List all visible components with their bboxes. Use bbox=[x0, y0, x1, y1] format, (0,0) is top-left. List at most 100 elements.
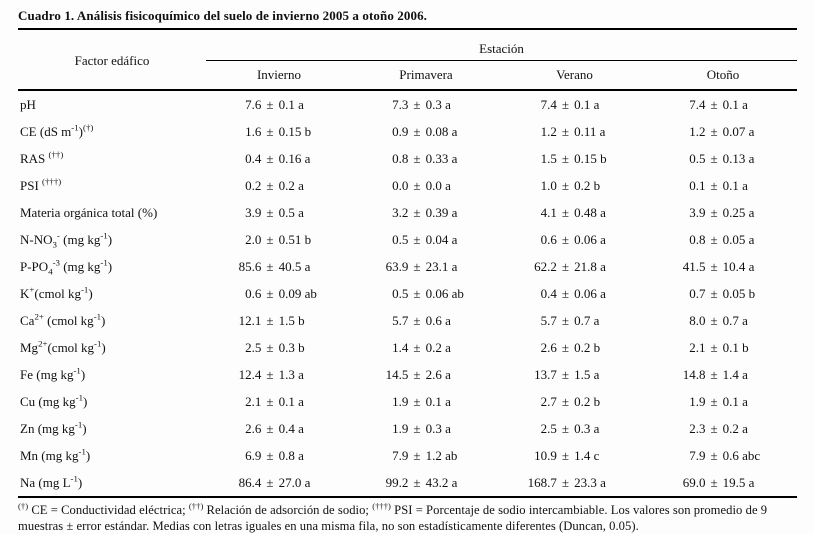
estacion-group-header: Estación bbox=[206, 32, 798, 61]
row-factor-label: PSI (†††) bbox=[20, 176, 62, 193]
value-cell: 3.2 ±0.39 a bbox=[392, 204, 458, 220]
value-cell: 0.5 ±0.04 a bbox=[392, 231, 458, 247]
value-cell: 7.9 ±1.2 ab bbox=[392, 447, 458, 463]
row-factor-label: N-NO3- (mg kg-1) bbox=[20, 230, 113, 250]
table-row: Mn (mg kg-1) 6.9 ±0.8 a 7.9 ±1.2 ab 10.9 ±1.4 … bbox=[18, 442, 797, 469]
value-cell: 6.9 ±0.8 a bbox=[245, 447, 304, 463]
row-factor-label: Fe (mg kg-1) bbox=[20, 365, 86, 382]
row-factor-label: Cu (mg kg-1) bbox=[20, 392, 88, 409]
table-row: Cu (mg kg-1) 2.1 ±0.1 a 1.9 ±0.1 a 2.7 ±0.2 b 1… bbox=[18, 388, 797, 415]
value-cell: 0.1 ±0.1 a bbox=[689, 177, 748, 193]
value-cell: 41.5 ±10.4 a bbox=[682, 258, 755, 274]
table-row: CE (dS m-1)(†) 1.6 ±0.15 b 0.9 ±0.08 a 1.2 ±0.… bbox=[18, 118, 797, 145]
value-cell: 2.6 ±0.2 b bbox=[540, 339, 601, 355]
table-row: P-PO4-3 (mg kg-1) 85.6 ±40.5 a 63.9 ±23.1 a 6… bbox=[18, 253, 797, 280]
value-cell: 0.6 ±0.09 ab bbox=[245, 285, 317, 301]
value-cell: 2.1 ±0.1 b bbox=[689, 339, 749, 355]
row-factor-label: Mn (mg kg-1) bbox=[20, 446, 91, 463]
table-row: RAS (††) 0.4 ±0.16 a 0.8 ±0.33 a 1.5 ±0.15 b 0.… bbox=[18, 145, 797, 172]
value-cell: 1.5 ±0.15 b bbox=[540, 150, 607, 166]
value-cell: 13.7 ±1.5 a bbox=[534, 366, 600, 382]
value-cell: 0.4 ±0.16 a bbox=[245, 150, 311, 166]
value-cell: 1.9 ±0.1 a bbox=[392, 393, 451, 409]
table-caption: Cuadro 1. Análisis fisicoquímico del sue… bbox=[18, 8, 797, 30]
value-cell: 0.8 ±0.05 a bbox=[689, 231, 755, 247]
value-cell: 2.5 ±0.3 b bbox=[245, 339, 305, 355]
value-cell: 4.1 ±0.48 a bbox=[540, 204, 606, 220]
season-header-row: Invierno Primavera Verano Otoño bbox=[18, 60, 798, 91]
column-header-verano: Verano bbox=[500, 60, 649, 91]
table-row: K+(cmol kg-1) 0.6 ±0.09 ab 0.5 ±0.06 ab 0.4 ±0… bbox=[18, 280, 797, 307]
value-cell: 3.9 ±0.5 a bbox=[245, 204, 304, 220]
value-cell: 1.2 ±0.11 a bbox=[540, 123, 606, 139]
group-header-row: Factor edáfico Estación bbox=[18, 32, 798, 91]
row-factor-label: Materia orgánica total (%) bbox=[20, 204, 158, 220]
value-cell: 168.7 ±23.3 a bbox=[500, 469, 649, 498]
value-cell: 8.0 ±0.7 a bbox=[689, 312, 748, 328]
value-cell: 2.7 ±0.2 b bbox=[540, 393, 601, 409]
value-cell: 0.9 ±0.08 a bbox=[392, 123, 458, 139]
column-header-otono: Otoño bbox=[649, 60, 798, 91]
value-cell: 0.5 ±0.13 a bbox=[689, 150, 755, 166]
value-cell: 1.2 ±0.07 a bbox=[689, 123, 755, 139]
value-cell: 12.4 ±1.3 a bbox=[238, 366, 304, 382]
column-header-primavera: Primavera bbox=[352, 60, 500, 91]
table-row: Na (mg L-1) 86.4 ±27.0 a 99.2 ±43.2 a 168.7 ±2… bbox=[18, 469, 798, 498]
value-cell: 2.3 ±0.2 a bbox=[689, 420, 748, 436]
table-row: Mg2+(cmol kg-1) 2.5 ±0.3 b 1.4 ±0.2 a 2.6 ±0.2… bbox=[18, 334, 797, 361]
row-factor-label: Na (mg L-1) bbox=[18, 469, 206, 498]
row-factor-label: CE (dS m-1)(†) bbox=[20, 122, 94, 139]
row-factor-label: RAS (††) bbox=[20, 149, 64, 166]
value-cell: 0.4 ±0.06 a bbox=[540, 285, 606, 301]
value-cell: 5.7 ±0.7 a bbox=[540, 312, 600, 328]
value-cell: 14.8 ±1.4 a bbox=[682, 366, 748, 382]
value-cell: 0.8 ±0.33 a bbox=[392, 150, 458, 166]
row-factor-label: Mg2+(cmol kg-1) bbox=[20, 338, 106, 355]
value-cell: 12.1 ±1.5 b bbox=[238, 312, 305, 328]
soil-analysis-table: Factor edáfico Estación Invierno Primave… bbox=[18, 32, 798, 498]
table-row: pH 7.6 ±0.1 a 7.3 ±0.3 a 7.4 ±0.1 a 7.4 ±0.1 a bbox=[18, 90, 797, 118]
value-cell: 3.9 ±0.25 a bbox=[689, 204, 755, 220]
value-cell: 7.6 ±0.1 a bbox=[245, 96, 304, 112]
value-cell: 85.6 ±40.5 a bbox=[238, 258, 311, 274]
value-cell: 5.7 ±0.6 a bbox=[392, 312, 451, 328]
column-header-invierno: Invierno bbox=[206, 60, 352, 91]
value-cell: 0.0 ±0.0 a bbox=[392, 177, 451, 193]
value-cell: 2.0 ±0.51 b bbox=[245, 231, 312, 247]
value-cell: 2.1 ±0.1 a bbox=[245, 393, 304, 409]
value-cell: 0.2 ±0.2 a bbox=[245, 177, 304, 193]
value-cell: 7.4 ±0.1 a bbox=[540, 96, 600, 112]
table-footnote: (†) CE = Conductividad eléctrica; (††) R… bbox=[18, 500, 768, 534]
value-cell: 14.5 ±2.6 a bbox=[385, 366, 451, 382]
value-cell: 0.5 ±0.06 ab bbox=[392, 285, 464, 301]
value-cell: 0.7 ±0.05 b bbox=[689, 285, 756, 301]
value-cell: 7.3 ±0.3 a bbox=[392, 96, 451, 112]
value-cell: 10.9 ±1.4 c bbox=[534, 447, 600, 463]
value-cell: 2.6 ±0.4 a bbox=[245, 420, 304, 436]
row-factor-label: Ca2+ (cmol kg-1) bbox=[20, 311, 106, 328]
value-cell: 1.6 ±0.15 b bbox=[245, 123, 312, 139]
row-factor-label: K+(cmol kg-1) bbox=[20, 284, 93, 301]
value-cell: 69.0 ±19.5 a bbox=[649, 469, 798, 498]
value-cell: 2.5 ±0.3 a bbox=[540, 420, 600, 436]
factor-column-header: Factor edáfico bbox=[18, 32, 206, 91]
value-cell: 7.9 ±0.6 abc bbox=[689, 447, 761, 463]
value-cell: 86.4 ±27.0 a bbox=[206, 469, 352, 498]
table-body: pH 7.6 ±0.1 a 7.3 ±0.3 a 7.4 ±0.1 a 7.4 ±0.1 a CE… bbox=[18, 90, 798, 498]
value-cell: 1.9 ±0.3 a bbox=[392, 420, 451, 436]
value-cell: 1.0 ±0.2 b bbox=[540, 177, 601, 193]
table-row: N-NO3- (mg kg-1) 2.0 ±0.51 b 0.5 ±0.04 a 0.6 ±… bbox=[18, 226, 797, 253]
table-row: PSI (†††) 0.2 ±0.2 a 0.0 ±0.0 a 1.0 ±0.2 b 0.1 ±… bbox=[18, 172, 797, 199]
table-row: Fe (mg kg-1) 12.4 ±1.3 a 14.5 ±2.6 a 13.7 ±1.5… bbox=[18, 361, 797, 388]
row-factor-label: pH bbox=[20, 96, 36, 112]
row-factor-label: Zn (mg kg-1) bbox=[20, 419, 87, 436]
value-cell: 63.9 ±23.1 a bbox=[385, 258, 458, 274]
table-row: Materia orgánica total (%) 3.9 ±0.5 a 3.2 ±0… bbox=[18, 199, 797, 226]
value-cell: 7.4 ±0.1 a bbox=[689, 96, 748, 112]
value-cell: 0.6 ±0.06 a bbox=[540, 231, 606, 247]
value-cell: 1.9 ±0.1 a bbox=[689, 393, 748, 409]
value-cell: 99.2 ±43.2 a bbox=[352, 469, 500, 498]
table-row: Zn (mg kg-1) 2.6 ±0.4 a 1.9 ±0.3 a 2.5 ±0.3 a 2… bbox=[18, 415, 797, 442]
row-factor-label: P-PO4-3 (mg kg-1) bbox=[20, 257, 113, 277]
table-row: Ca2+ (cmol kg-1) 12.1 ±1.5 b 5.7 ±0.6 a 5.7 ±0… bbox=[18, 307, 797, 334]
